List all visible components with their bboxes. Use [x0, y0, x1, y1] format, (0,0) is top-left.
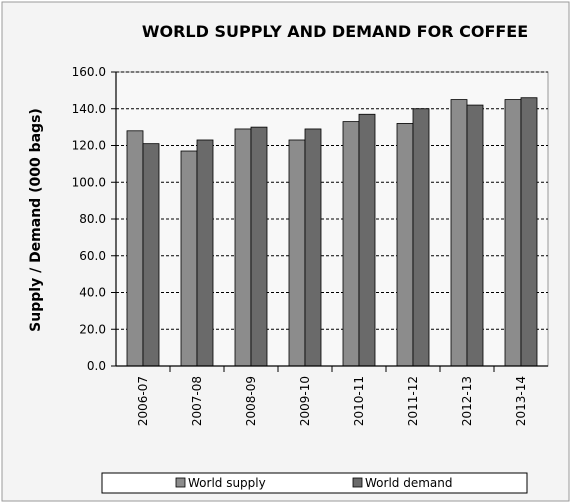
y-tick-label: 120.0: [72, 139, 106, 153]
bar-world-supply: [504, 99, 522, 367]
y-tick-label: 60.0: [79, 249, 106, 263]
bar-world-demand: [466, 104, 484, 367]
chart-title: WORLD SUPPLY AND DEMAND FOR COFFEE: [142, 22, 528, 41]
y-axis-label: Supply / Demand (000 bags): [28, 108, 44, 332]
axes: [111, 71, 548, 372]
bar-world-supply: [450, 99, 468, 367]
bar-world-demand: [520, 97, 538, 367]
bar-world-supply: [288, 139, 306, 367]
y-tick-label: 160.0: [72, 65, 106, 79]
y-tick-label: 40.0: [79, 286, 106, 300]
legend-swatch-world-supply: [175, 477, 186, 488]
legend-label-world-demand: World demand: [365, 476, 452, 490]
bar-world-supply: [234, 128, 252, 367]
bar-world-demand: [250, 126, 268, 367]
x-tick-label: 2009-10: [298, 376, 312, 426]
bars: [126, 97, 538, 367]
bar-world-supply: [342, 121, 360, 367]
x-tick-label: 2013-14: [514, 376, 528, 426]
legend-box: [101, 472, 528, 494]
bar-world-demand: [412, 108, 430, 367]
bar-world-demand: [358, 113, 376, 367]
legend-label-world-supply: World supply: [188, 476, 266, 490]
bar-world-supply: [396, 123, 414, 367]
y-tick-label: 20.0: [79, 322, 106, 336]
y-tick-label: 80.0: [79, 212, 106, 226]
bar-world-supply: [180, 150, 198, 367]
y-tick-label: 0.0: [87, 359, 106, 373]
y-tick-labels: 0.0 20.0 40.0 60.0 80.0 100.0 120.0 140.0 160.0: [72, 65, 106, 373]
x-tick-labels: 2006-07 2007-08 2008-09 2009-10 2010-11 2011-…: [136, 376, 528, 426]
x-tick-label: 2011-12: [406, 376, 420, 426]
legend-swatch-world-demand: [352, 477, 363, 488]
bar-world-supply: [126, 130, 144, 367]
y-tick-label: 140.0: [72, 102, 106, 116]
y-tick-label: 100.0: [72, 175, 106, 189]
x-tick-label: 2006-07: [136, 376, 150, 426]
x-tick-label: 2012-13: [460, 376, 474, 426]
x-tick-label: 2007-08: [190, 376, 204, 426]
bar-world-demand: [142, 143, 160, 367]
x-tick-label: 2010-11: [352, 376, 366, 426]
bar-world-demand: [304, 128, 322, 367]
x-tick-label: 2008-09: [244, 376, 258, 426]
legend: World supply World demand: [101, 472, 528, 494]
bar-world-demand: [196, 139, 214, 367]
